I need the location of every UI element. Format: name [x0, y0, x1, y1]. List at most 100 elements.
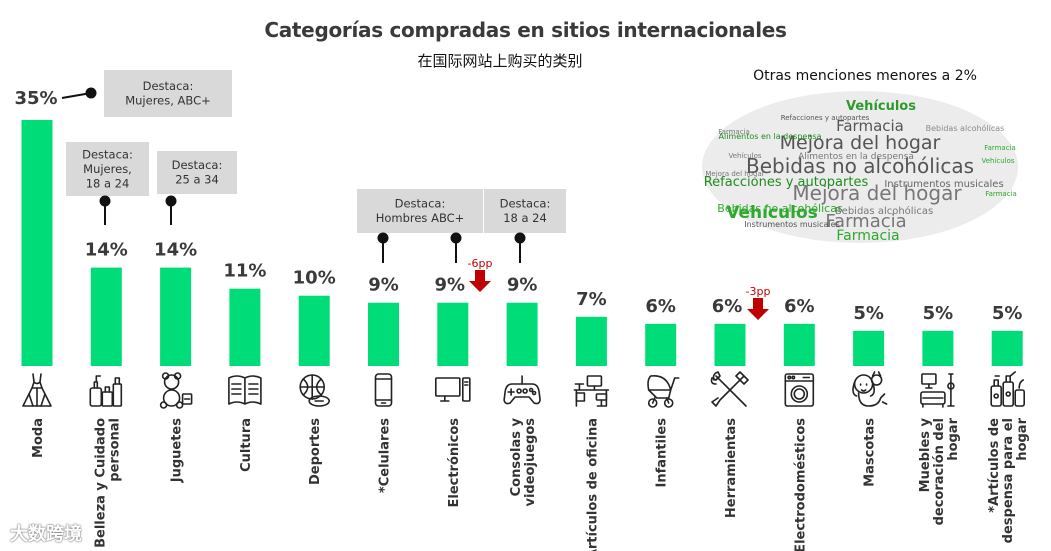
- bar: [506, 302, 538, 366]
- callout-box: [66, 142, 149, 196]
- value-label: 6%: [645, 296, 676, 317]
- computer-icon: [434, 377, 471, 402]
- word-cloud-word: Instrumentos musicales: [744, 220, 840, 229]
- value-label: 6%: [784, 296, 815, 317]
- word-cloud-word: Vehículos: [728, 152, 761, 160]
- callout-connector: [165, 195, 177, 225]
- pet-icon: [852, 371, 888, 407]
- bar: [437, 302, 469, 366]
- stroller-icon: [647, 374, 680, 408]
- word-cloud-word: Farmacia: [825, 211, 906, 232]
- category-label: Infantiles: [655, 418, 670, 488]
- callout-box: [357, 189, 483, 233]
- word-cloud-word: Vehículos: [726, 203, 818, 223]
- chart-title: Categorías compradas en sitios internaci…: [264, 18, 787, 42]
- callout-text: 18 a 24: [503, 211, 547, 225]
- word-cloud-word: Farmacia: [718, 128, 750, 136]
- word-cloud-word: Bebidas alcohólicas: [835, 205, 933, 217]
- bar: [90, 267, 122, 366]
- value-label: 14%: [85, 240, 128, 261]
- category-label: Juguetes: [170, 418, 185, 484]
- category-label-line: Electrónicos: [447, 418, 462, 508]
- connector-dot: [514, 232, 526, 244]
- bar: [229, 288, 261, 366]
- callout-text: Destaca:: [143, 79, 194, 93]
- book-icon: [228, 375, 262, 405]
- callout: Destaca:Mujeres, ABC+: [104, 70, 232, 117]
- word-cloud-word: Farmacia: [836, 117, 904, 135]
- callout-box: [104, 70, 232, 117]
- bar: [922, 330, 954, 366]
- category-label-line: hogar: [1015, 417, 1030, 460]
- callout-text: Destaca:: [172, 158, 223, 172]
- bar: [714, 323, 746, 366]
- change-label: -3pp: [746, 285, 771, 298]
- callout-box: [484, 189, 566, 233]
- category-label: Artículos de oficina: [585, 418, 600, 551]
- value-label: 5%: [992, 303, 1023, 324]
- washing-machine-icon: [784, 373, 815, 407]
- category-label: Electrodomésticos: [793, 418, 808, 551]
- word-cloud-word: Alimentos en la despensa: [798, 152, 914, 162]
- word-cloud-word: Mejora del hogar: [780, 132, 941, 154]
- callout-connector: [514, 232, 526, 263]
- category-label-line: Consolas y: [509, 417, 524, 496]
- category-label-line: Infantiles: [655, 418, 670, 488]
- category-label: *Celulares: [378, 418, 393, 493]
- callout-text: Destaca:: [395, 197, 446, 211]
- category-label-line: decoración del: [932, 418, 947, 525]
- word-cloud-word: Bebidas alcohólicas: [926, 123, 1005, 133]
- callout-text: Destaca:: [82, 147, 133, 161]
- furniture-icon: [920, 373, 955, 408]
- callout: Destaca:Mujeres,18 a 24: [66, 142, 149, 196]
- callout: Destaca:25 a 34: [157, 151, 237, 194]
- bar: [853, 330, 885, 366]
- category-label: Muebles ydecoración delhogar: [918, 417, 961, 525]
- chart-subtitle: 在国际网站上购买的类别: [417, 52, 583, 70]
- category-label-line: Mascotas: [863, 418, 878, 487]
- callout-connector: [61, 87, 97, 99]
- word-cloud-word: Bebidas no alcohólicas: [746, 154, 974, 178]
- callout: Destaca:Hombres ABC+: [357, 189, 483, 233]
- change-indicator: -6pp: [468, 257, 492, 292]
- down-arrow-icon: [469, 270, 491, 292]
- callout-connector: [99, 195, 111, 225]
- bar: [575, 316, 607, 366]
- category-label: Deportes: [308, 418, 323, 485]
- word-cloud-word: Mejora del hogar: [705, 170, 764, 178]
- value-label: 35%: [14, 88, 57, 109]
- connector-dot: [165, 195, 177, 207]
- value-label: 11%: [223, 261, 266, 282]
- bar: [783, 323, 815, 366]
- category-label: *Artículos dedespensa para elhogar: [987, 417, 1030, 543]
- sports-ball-icon: [299, 374, 331, 407]
- down-arrow-icon: [747, 298, 769, 320]
- word-cloud-word: Farmacia: [984, 144, 1016, 152]
- category-label-line: Deportes: [308, 418, 323, 485]
- category-label: Consolas yvideojuegos: [509, 417, 538, 506]
- connector-dot: [377, 232, 389, 244]
- gamepad-icon: [503, 375, 541, 405]
- bar: [645, 323, 677, 366]
- value-label: 9%: [507, 275, 538, 296]
- value-label: 6%: [712, 296, 743, 317]
- value-label: 9%: [435, 275, 466, 296]
- category-label: Moda: [31, 418, 46, 458]
- bar: [21, 120, 53, 366]
- tools-icon: [710, 371, 749, 407]
- value-label: 14%: [154, 240, 197, 261]
- connector-dot: [99, 195, 111, 207]
- category-label-line: Cultura: [239, 418, 254, 472]
- dress-icon: [22, 373, 52, 407]
- word-cloud-word: Vehículos: [981, 157, 1014, 165]
- callout: Destaca:18 a 24: [484, 189, 566, 233]
- callout-text: 18 a 24: [86, 176, 130, 190]
- word-cloud-word: Refacciones y autopartes: [781, 114, 870, 122]
- word-cloud-background: [702, 91, 1018, 243]
- word-cloud-word: Alimentos en la despensa: [719, 132, 822, 141]
- callout-box: [157, 151, 237, 194]
- bar: [298, 295, 330, 366]
- word-cloud-word: Refacciones y autopartes: [704, 175, 869, 190]
